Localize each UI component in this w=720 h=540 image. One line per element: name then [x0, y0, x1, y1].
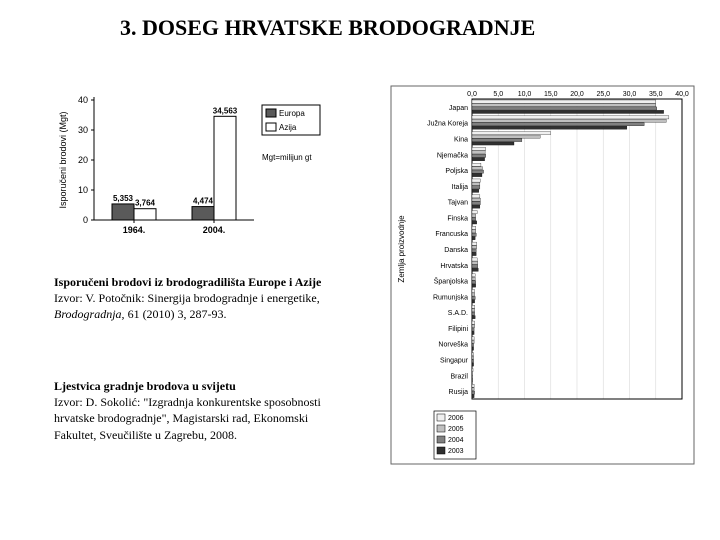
- caption2-l4: Fakultet, Sveučilište u Zagrebu, 2008.: [54, 428, 237, 442]
- svg-text:1964.: 1964.: [123, 225, 146, 235]
- caption1-italic: Brodogradnja,: [54, 307, 125, 321]
- svg-text:Rusija: Rusija: [449, 389, 469, 396]
- caption1-rest: 61 (2010) 3, 287-93.: [125, 307, 227, 321]
- svg-text:2004: 2004: [448, 437, 464, 444]
- svg-text:15,0: 15,0: [544, 91, 558, 98]
- svg-text:0: 0: [83, 215, 88, 225]
- svg-text:3,764: 3,764: [135, 199, 156, 208]
- svg-text:Singapur: Singapur: [440, 358, 469, 365]
- caption1-title: Isporučeni brodovi iz brodogradilišta Eu…: [54, 275, 321, 289]
- caption2-l2: Izvor: D. Sokolić: "Izgradnja konkurents…: [54, 395, 321, 409]
- svg-text:2005: 2005: [448, 426, 464, 433]
- svg-text:2006: 2006: [448, 415, 464, 422]
- svg-text:30,0: 30,0: [623, 91, 637, 98]
- svg-text:Finska: Finska: [447, 215, 468, 222]
- svg-text:Njemačka: Njemačka: [437, 152, 468, 159]
- svg-text:Japan: Japan: [449, 105, 468, 112]
- svg-text:10,0: 10,0: [518, 91, 532, 98]
- caption-right: Ljestvica gradnje brodova u svijetu Izvo…: [54, 378, 384, 443]
- svg-text:Zemlja proizvodnje: Zemlja proizvodnje: [397, 215, 406, 283]
- svg-text:Španjolska: Španjolska: [434, 277, 468, 286]
- left-bar-chart: 0 10 20 30 40 Isporučeni brodovi (Mgt) 5,3533,…: [54, 85, 364, 255]
- svg-text:Hrvatska: Hrvatska: [440, 263, 468, 270]
- svg-text:Filipini: Filipini: [448, 326, 468, 333]
- right-bar-chart: 0,0 5,0 10,0 15,0 20,0 25,0 30,0 35,0 40,0 Japan J…: [390, 85, 695, 465]
- svg-text:Europa: Europa: [279, 109, 305, 118]
- svg-text:Tajvan: Tajvan: [448, 200, 468, 207]
- caption-left: Isporučeni brodovi iz brodogradilišta Eu…: [54, 274, 384, 323]
- svg-text:20,0: 20,0: [570, 91, 584, 98]
- svg-text:Mgt=milijun gt: Mgt=milijun gt: [262, 153, 312, 162]
- svg-text:40,0: 40,0: [675, 91, 689, 98]
- svg-text:Južna Koreja: Južna Koreja: [427, 121, 468, 128]
- caption2-title: Ljestvica gradnje brodova u svijetu: [54, 379, 236, 393]
- svg-text:20: 20: [78, 155, 88, 165]
- svg-text:5,353: 5,353: [113, 194, 134, 203]
- svg-text:35,0: 35,0: [649, 91, 663, 98]
- svg-text:4,474: 4,474: [193, 197, 214, 206]
- svg-text:5,0: 5,0: [493, 91, 503, 98]
- svg-text:30: 30: [78, 125, 88, 135]
- svg-text:2003: 2003: [448, 448, 464, 455]
- svg-text:2004.: 2004.: [203, 225, 226, 235]
- svg-text:Poljska: Poljska: [445, 168, 468, 175]
- svg-text:Azija: Azija: [279, 123, 297, 132]
- svg-text:Norveška: Norveška: [438, 342, 468, 349]
- svg-text:0,0: 0,0: [467, 91, 477, 98]
- svg-text:Isporučeni brodovi (Mgt): Isporučeni brodovi (Mgt): [58, 111, 68, 208]
- svg-text:Kina: Kina: [454, 136, 468, 143]
- svg-text:Brazil: Brazil: [450, 373, 468, 380]
- svg-text:Rumunjska: Rumunjska: [433, 294, 468, 301]
- svg-text:Danska: Danska: [444, 247, 468, 254]
- svg-text:34,563: 34,563: [213, 106, 238, 115]
- caption2-l3: hrvatske brodogradnje", Magistarski rad,…: [54, 411, 308, 425]
- caption1-line2a: Izvor: V. Potočnik: Sinergija brodogradn…: [54, 291, 320, 305]
- svg-text:Francuska: Francuska: [435, 231, 468, 238]
- svg-text:S.A.D.: S.A.D.: [448, 310, 468, 317]
- page-title: 3. DOSEG HRVATSKE BRODOGRADNJE: [120, 15, 535, 41]
- svg-text:Italija: Italija: [452, 184, 468, 191]
- svg-text:40: 40: [78, 95, 88, 105]
- svg-text:25,0: 25,0: [596, 91, 610, 98]
- svg-text:10: 10: [78, 185, 88, 195]
